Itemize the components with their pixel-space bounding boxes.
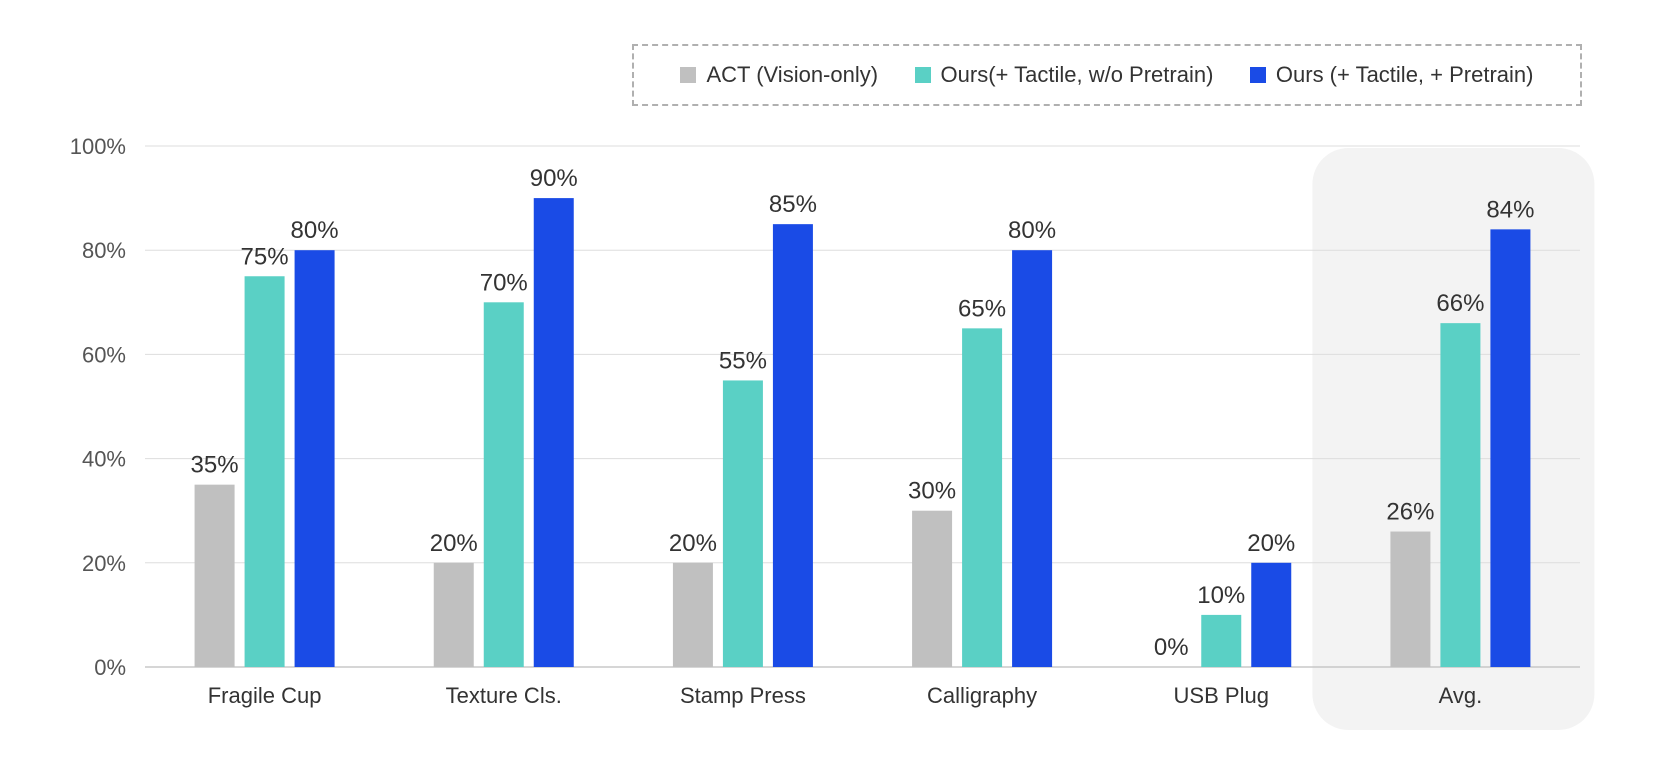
data-label: 0%: [1154, 634, 1189, 661]
bar: [433, 562, 474, 667]
bar: [1390, 531, 1431, 667]
data-label: 20%: [1247, 530, 1295, 557]
data-label: 55%: [719, 347, 767, 374]
bar: [1201, 614, 1242, 667]
data-label: 65%: [958, 295, 1006, 322]
y-tick-label: 20%: [82, 551, 126, 576]
legend-item-ours-no-pretrain: Ours(+ Tactile, w/o Pretrain): [914, 62, 1214, 88]
bar: [1490, 229, 1531, 668]
bar: [722, 380, 763, 667]
y-tick-label: 0%: [94, 655, 126, 680]
data-label: 30%: [908, 478, 956, 505]
x-tick-label: Stamp Press: [680, 683, 806, 708]
legend-swatch-ours-no-pretrain: [914, 67, 931, 83]
bar: [194, 484, 235, 667]
legend-label-ours-no-pretrain: Ours(+ Tactile, w/o Pretrain): [940, 62, 1214, 87]
data-label: 70%: [480, 269, 528, 296]
data-label: 80%: [291, 217, 339, 244]
bar: [962, 328, 1003, 667]
bar: [244, 276, 285, 667]
legend-swatch-act: [680, 67, 697, 83]
legend-item-ours-pretrain: Ours (+ Tactile, + Pretrain): [1249, 62, 1534, 88]
y-tick-label: 80%: [82, 238, 126, 263]
bar: [533, 198, 574, 667]
bar: [672, 562, 713, 667]
x-tick-label: Fragile Cup: [208, 683, 322, 708]
bar: [483, 302, 524, 667]
x-tick-label: Texture Cls.: [446, 683, 562, 708]
data-label: 10%: [1197, 582, 1245, 609]
legend-label-ours-pretrain: Ours (+ Tactile, + Pretrain): [1275, 62, 1534, 87]
x-tick-label: Calligraphy: [927, 683, 1037, 708]
data-label: 20%: [669, 530, 717, 557]
data-label: 75%: [241, 243, 289, 270]
data-label: 80%: [1008, 217, 1056, 244]
y-tick-label: 60%: [82, 342, 126, 367]
data-label: 66%: [1436, 290, 1484, 317]
bar: [1251, 562, 1292, 667]
bar: [1440, 323, 1481, 667]
data-label: 35%: [191, 452, 239, 479]
data-label: 84%: [1486, 196, 1534, 223]
bar: [1012, 250, 1053, 667]
bar: [294, 250, 335, 667]
y-tick-label: 40%: [82, 447, 126, 472]
x-tick-label: USB Plug: [1174, 683, 1269, 708]
data-label: 20%: [430, 530, 478, 557]
bar: [772, 224, 813, 667]
x-tick-label: Avg.: [1439, 683, 1483, 708]
data-label: 26%: [1386, 499, 1434, 526]
legend: ACT (Vision-only) Ours(+ Tactile, w/o Pr…: [632, 44, 1582, 106]
data-label: 90%: [530, 165, 578, 192]
legend-swatch-ours-pretrain: [1249, 67, 1266, 83]
bar: [912, 510, 953, 667]
data-label: 85%: [769, 191, 817, 218]
y-tick-label: 100%: [70, 134, 126, 159]
legend-label-act: ACT (Vision-only): [706, 62, 879, 87]
legend-item-act: ACT (Vision-only): [680, 62, 878, 88]
